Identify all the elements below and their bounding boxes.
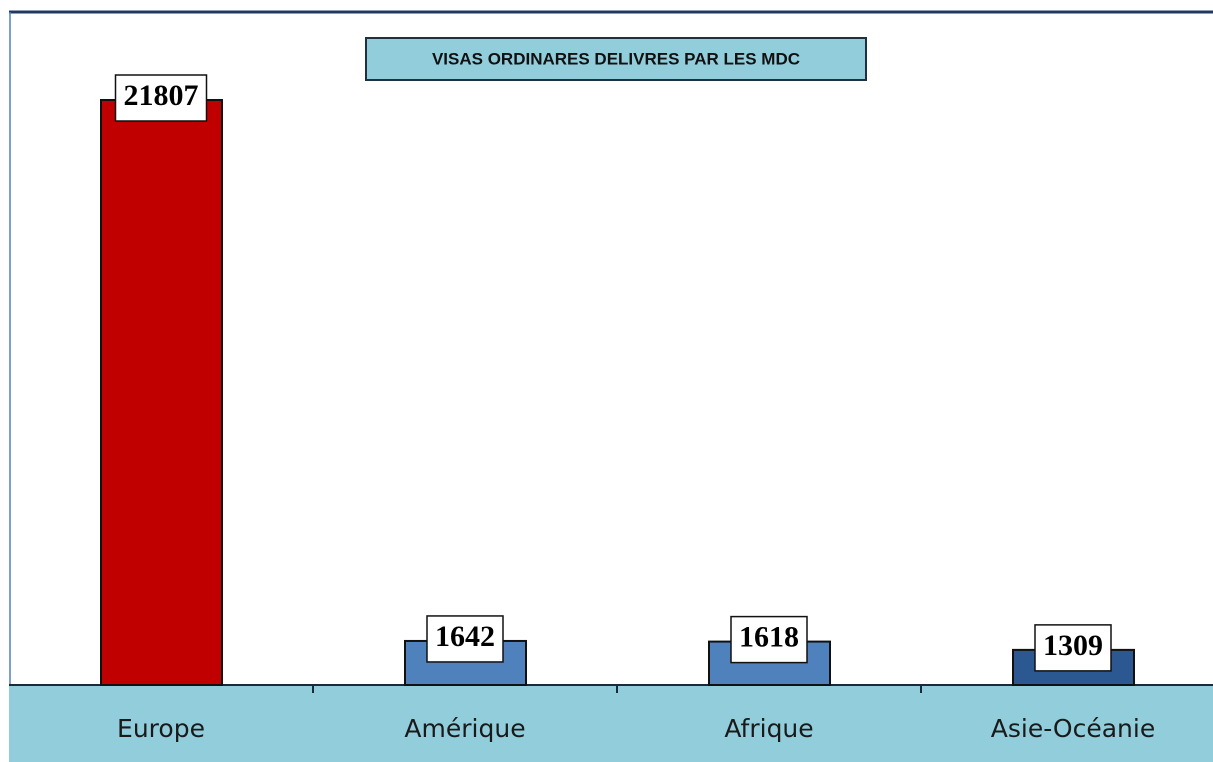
data-label: 1618	[739, 620, 799, 653]
x-tick-label: Afrique	[724, 714, 813, 743]
data-label-box	[730, 615, 808, 664]
x-tick-label: Asie-Océanie	[991, 714, 1155, 743]
title-box	[365, 37, 867, 81]
category-band	[9, 685, 1213, 762]
data-label-box	[114, 74, 208, 122]
bar	[404, 639, 527, 686]
data-label: 1309	[1043, 629, 1103, 662]
data-label-box	[426, 615, 504, 663]
x-tick-label: Amérique	[404, 714, 525, 743]
data-label-box	[1034, 624, 1112, 672]
data-label: 21807	[124, 79, 199, 112]
data-label: 1642	[435, 620, 495, 653]
chart-title: VISAS ORDINARES DELIVRES PAR LES MDC	[432, 49, 800, 68]
bar	[100, 99, 223, 686]
x-tick-label: Europe	[117, 714, 205, 743]
